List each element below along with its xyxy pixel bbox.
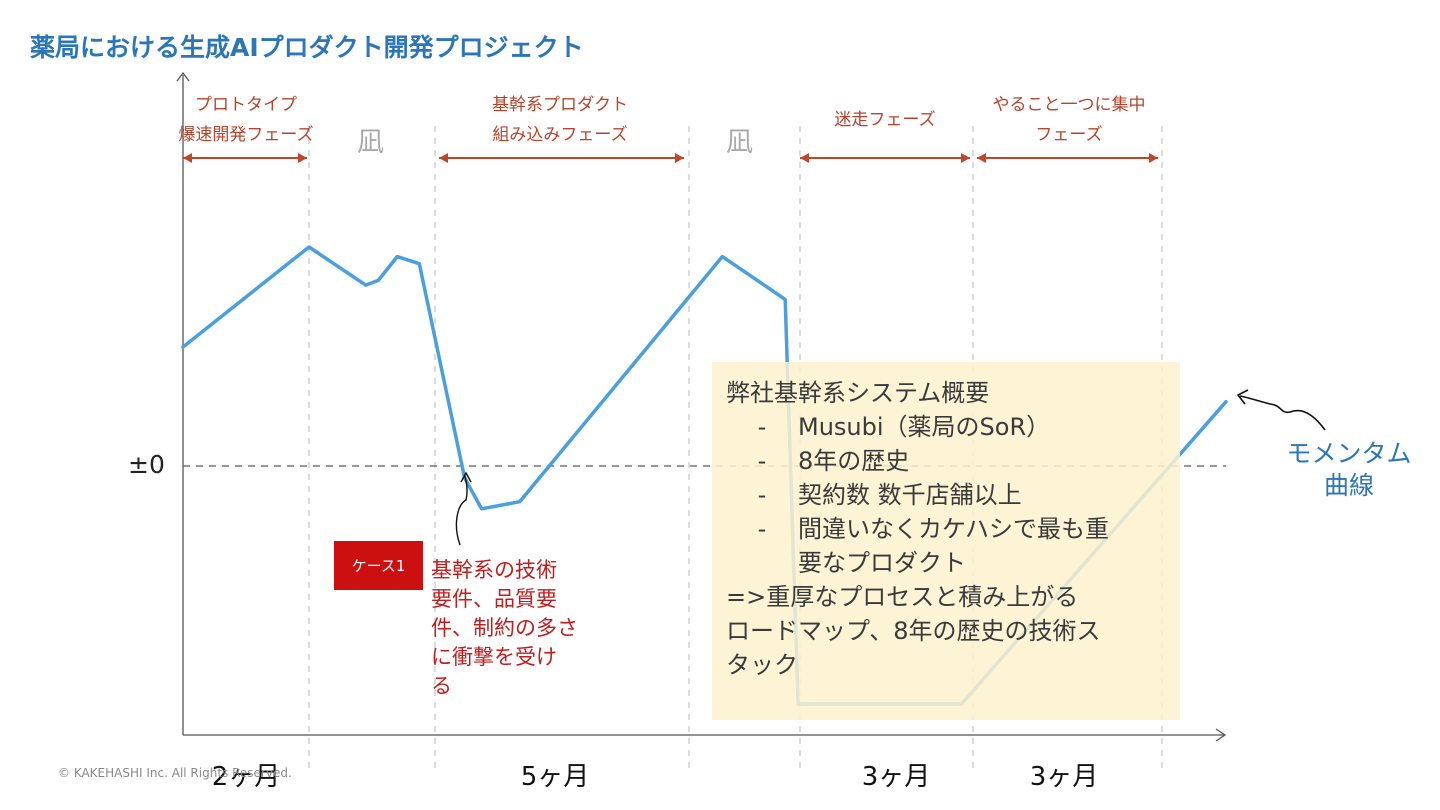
copyright: © KAKEHASHI Inc. All Rights Reserved. xyxy=(58,766,292,780)
phase-arrows xyxy=(183,153,1158,163)
momentum-curve-label: モメンタム 曲線 xyxy=(1281,438,1417,502)
lull-label: 凪 xyxy=(726,127,753,158)
phase-label-prototype: プロトタイプ 爆速開発フェーズ xyxy=(170,90,322,150)
phase-label-core-integration: 基幹系プロダクト 組み込みフェーズ xyxy=(470,90,650,150)
momentum-label-line: 曲線 xyxy=(1323,471,1374,500)
y-axis-arrowhead xyxy=(176,71,190,82)
overview-conclusion-line: タック xyxy=(726,651,798,679)
bullet-dash: - xyxy=(757,447,767,475)
phase-label-line: 組み込みフェーズ xyxy=(492,125,628,145)
bullet-dash: - xyxy=(757,515,767,543)
phase-label-line: プロトタイプ xyxy=(195,95,297,115)
phase-label-wandering: 迷走フェーズ xyxy=(812,105,958,135)
overview-bullet: - 契約数 数千店舗以上 xyxy=(726,478,1166,512)
case-line: 件、制約の多さ xyxy=(431,616,578,640)
phase-span-arrow-2 xyxy=(800,153,970,163)
overview-conclusion-line: =>重厚なプロセスと積み上がる xyxy=(726,583,1079,611)
overview-heading: 弊社基幹系システム概要 xyxy=(726,379,990,407)
bullet-dash: - xyxy=(757,413,767,441)
case-pointer-arrow xyxy=(455,475,468,546)
phase-span-arrow-1 xyxy=(439,153,684,163)
bullet-line: 8年の歴史 xyxy=(798,447,910,475)
phase-label-line: 基幹系プロダクト xyxy=(492,95,628,115)
momentum-pointer-arrowhead xyxy=(1236,389,1249,405)
bullet-line: Musubi（薬局のSoR） xyxy=(798,413,1051,441)
duration-label: 2ヶ月 xyxy=(211,762,281,792)
system-overview-box: 弊社基幹系システム概要 - Musubi（薬局のSoR） - 8年の歴史 - 契… xyxy=(712,362,1180,720)
y-tick-label-zero: ±0 xyxy=(128,450,165,479)
bullet-line: 間違いなくカケハシで最も重 xyxy=(798,515,1110,543)
duration-label: 5ヶ月 xyxy=(520,762,590,792)
overview-bullet: - Musubi（薬局のSoR） xyxy=(726,410,1166,444)
page-title: 薬局における生成AIプロダクト開発プロジェクト xyxy=(30,33,584,62)
lull-label: 凪 xyxy=(357,127,384,158)
bullet-line: 契約数 数千店舗以上 xyxy=(798,481,1022,509)
overview-conclusion-line: ロードマップ、8年の歴史の技術ス xyxy=(726,617,1101,645)
case-line: る xyxy=(431,674,452,698)
bullet-dash: - xyxy=(757,481,767,509)
phase-label-line: 爆速開発フェーズ xyxy=(178,125,314,145)
case-line: 基幹系の技術 xyxy=(431,558,557,582)
phase-label-line: やること一つに集中 xyxy=(992,95,1146,115)
phase-span-arrow-3 xyxy=(977,153,1158,163)
case-badge: ケース1 xyxy=(334,541,423,590)
x-axis-arrowhead xyxy=(1215,728,1227,742)
duration-label: 3ヶ月 xyxy=(1029,762,1099,792)
overview-bullet: - 間違いなくカケハシで最も重 要なプロダクト xyxy=(726,512,1166,580)
phase-label-line: フェーズ xyxy=(1035,125,1103,145)
duration-label: 3ヶ月 xyxy=(861,762,931,792)
case-description: 基幹系の技術 要件、品質要 件、制約の多さ に衝撃を受け る xyxy=(431,556,596,701)
case-pointer-arrowhead xyxy=(460,471,472,483)
bullet-line: 要なプロダクト xyxy=(798,549,966,577)
phase-label-focus: やること一つに集中 フェーズ xyxy=(976,90,1162,150)
case-line: に衝撃を受け xyxy=(431,645,557,669)
overview-bullet: - 8年の歴史 xyxy=(726,444,1166,478)
phase-span-arrow-0 xyxy=(183,153,307,163)
momentum-pointer-arrow xyxy=(1239,395,1326,431)
phase-label-line: 迷走フェーズ xyxy=(834,110,936,130)
case-line: 要件、品質要 xyxy=(431,587,557,611)
momentum-label-line: モメンタム xyxy=(1286,439,1412,468)
